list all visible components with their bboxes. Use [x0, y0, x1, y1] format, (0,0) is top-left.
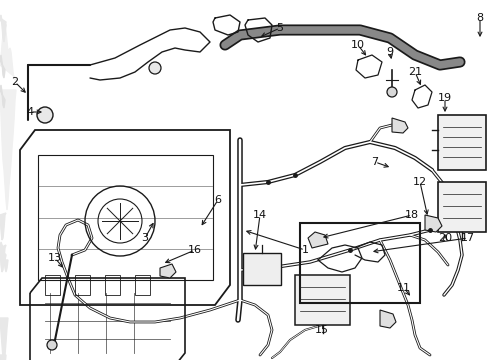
Text: 13: 13 [48, 253, 62, 263]
Polygon shape [0, 318, 8, 360]
Text: 10: 10 [351, 40, 365, 50]
Circle shape [387, 87, 397, 97]
Bar [45, 275, 60, 295]
Text: 21: 21 [408, 67, 422, 77]
Polygon shape [0, 15, 6, 35]
Text: 11: 11 [397, 283, 411, 293]
Text: 19: 19 [438, 93, 452, 103]
Polygon shape [0, 356, 5, 360]
Bar [135, 275, 150, 295]
Text: 17: 17 [461, 233, 475, 243]
Text: 8: 8 [476, 13, 484, 23]
Polygon shape [0, 85, 5, 108]
Text: 12: 12 [413, 177, 427, 187]
Text: 6: 6 [215, 195, 221, 205]
Bar [243, 253, 281, 285]
Polygon shape [0, 90, 16, 210]
Polygon shape [0, 245, 6, 272]
Text: 5: 5 [276, 23, 284, 33]
Circle shape [37, 107, 53, 123]
Text: 14: 14 [253, 210, 267, 220]
Text: 16: 16 [188, 245, 202, 255]
Bar [438, 115, 486, 170]
Polygon shape [308, 232, 328, 248]
Polygon shape [0, 18, 6, 42]
Bar [295, 275, 350, 325]
Text: 2: 2 [11, 77, 19, 87]
Text: 18: 18 [405, 210, 419, 220]
Polygon shape [392, 118, 408, 133]
Text: 20: 20 [438, 233, 452, 243]
Bar [300, 223, 420, 303]
Circle shape [149, 62, 161, 74]
Text: 9: 9 [387, 47, 393, 57]
Text: 4: 4 [26, 107, 33, 117]
Polygon shape [0, 245, 8, 272]
Bar [38, 155, 213, 280]
Polygon shape [0, 355, 6, 360]
Polygon shape [0, 213, 6, 240]
Polygon shape [0, 55, 5, 78]
Polygon shape [160, 264, 176, 278]
Polygon shape [380, 310, 396, 328]
Bar [105, 275, 120, 295]
Polygon shape [0, 28, 16, 80]
Text: 7: 7 [371, 157, 379, 167]
Text: 1: 1 [301, 245, 309, 255]
Polygon shape [0, 242, 6, 262]
Bar [438, 182, 486, 232]
Text: 15: 15 [315, 325, 329, 335]
Polygon shape [425, 215, 442, 232]
Bar [75, 275, 90, 295]
Text: 3: 3 [142, 233, 148, 243]
Circle shape [47, 340, 57, 350]
